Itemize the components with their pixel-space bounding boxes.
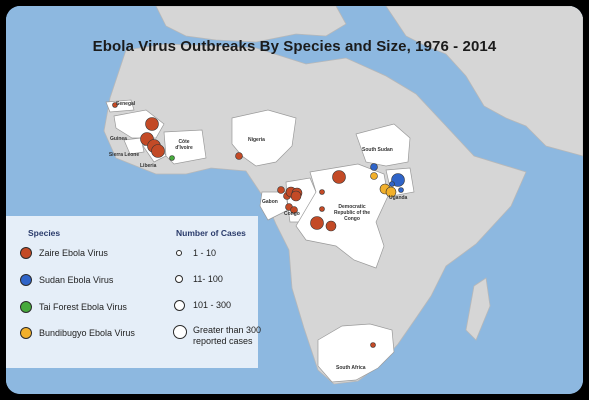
map-frame: Ebola Virus Outbreaks By Species and Siz… [6,6,583,394]
outbreak-marker-tai-forest [169,155,175,161]
legend-species-label: Bundibugyo Ebola Virus [39,328,135,338]
guinea-shape [113,109,165,139]
outbreak-marker-zaire [290,206,298,214]
europe-land [155,6,347,43]
label-liberia: Liberia [140,163,157,169]
legend-size-101-300: 101 - 300 [174,300,231,311]
cote-divoire-shape [163,129,207,165]
legend-species-sudan: Sudan Ebola Virus [20,274,113,286]
outbreak-marker-bundibugyo [370,172,378,180]
label-drc: Democratic Republic of the Congo [333,204,371,222]
size-2-circle-icon [175,275,183,283]
legend-size-11-100: 11- 100 [174,274,223,285]
map-title: Ebola Virus Outbreaks By Species and Siz… [92,38,497,55]
legend: Species Number of Cases Zaire Ebola Viru… [6,216,261,368]
outbreak-marker-sudan [391,173,405,187]
middle-east-land [385,6,583,157]
south-sudan-shape [355,123,411,167]
legend-species-label: Tai Forest Ebola Virus [39,302,127,312]
legend-species-header: Species [28,228,61,238]
nigeria-shape [231,109,297,167]
label-sierra-leone: Sierra Leone [108,152,140,158]
label-south-africa: South Africa [336,365,366,371]
outbreak-marker-zaire [325,220,337,232]
outbreak-markers [112,102,405,348]
label-gabon: Gabon [262,199,278,205]
outbreak-marker-zaire [370,342,376,348]
south-africa-shape [317,323,395,383]
legend-size-300-plus: Greater than 300 reported cases [173,325,263,347]
tai-forest-swatch-icon [20,301,32,313]
legend-species-bundibugyo: Bundibugyo Ebola Virus [20,327,135,339]
size-4-circle-icon [173,325,187,339]
bundibugyo-swatch-icon [20,327,32,339]
legend-size-1-10: 1 - 10 [174,248,216,259]
outbreak-marker-bundibugyo [385,186,397,198]
outbreak-marker-sudan [398,187,404,193]
legend-species-label: Sudan Ebola Virus [39,275,114,285]
outbreak-marker-zaire [332,170,346,184]
legend-species-zaire: Zaire Ebola Virus [20,247,108,259]
outbreak-marker-zaire [151,144,165,158]
legend-size-label: 1 - 10 [193,248,217,258]
outbreak-marker-sudan [370,163,378,171]
legend-size-label: 11- 100 [193,274,223,284]
outbreak-marker-zaire [145,117,159,131]
outbreak-marker-zaire [112,102,118,108]
size-1-circle-icon [176,250,182,256]
label-uganda: Uganda [389,195,408,201]
sierra-leone-shape [123,137,145,155]
label-guinea: Guinea [110,136,127,142]
label-nigeria: Nigeria [248,137,265,143]
outbreak-marker-zaire [277,186,285,194]
zaire-swatch-icon [20,247,32,259]
outbreak-marker-zaire [319,189,325,195]
legend-size-label: 101 - 300 [193,300,232,310]
outbreak-marker-zaire [235,152,243,160]
senegal-shape [105,99,135,113]
legend-cases-header: Number of Cases [176,228,246,238]
outbreak-marker-zaire [319,206,325,212]
size-3-circle-icon [174,300,185,311]
outbreak-marker-zaire [310,216,324,230]
label-cote-divoire: Côte d'Ivoire [175,139,193,151]
label-congo: Congo [284,211,300,217]
legend-species-label: Zaire Ebola Virus [39,248,108,258]
madagascar-land [465,277,491,341]
legend-size-label: Greater than 300 reported cases [193,325,262,346]
sudan-swatch-icon [20,274,32,286]
drc-shape [295,163,389,269]
legend-species-tai-forest: Tai Forest Ebola Virus [20,301,127,313]
label-south-sudan: South Sudan [362,147,393,153]
outbreak-marker-sudan [389,181,395,187]
label-senegal: Senegal [116,101,136,107]
outbreak-marker-zaire [290,190,302,202]
